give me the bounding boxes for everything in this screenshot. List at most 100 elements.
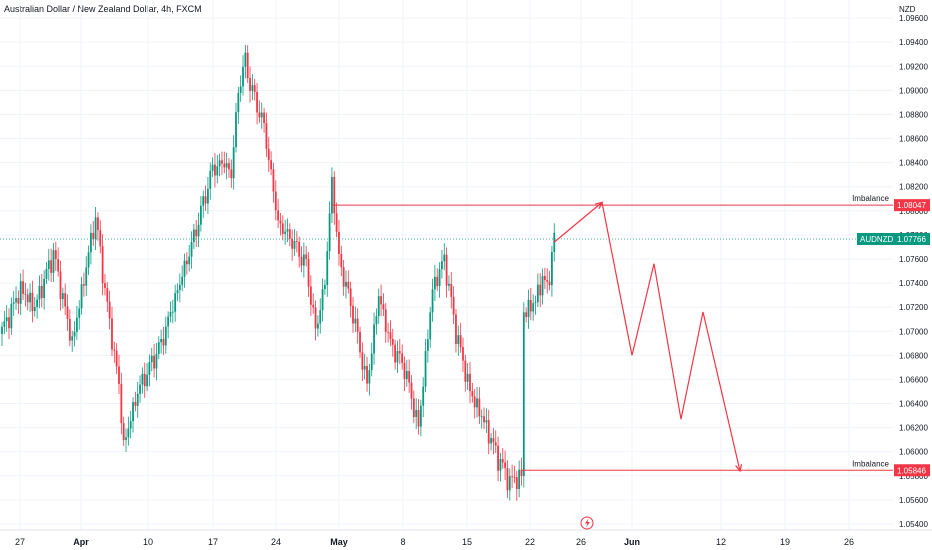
- candle-body: [349, 288, 352, 306]
- candle-body: [78, 308, 81, 318]
- price-axis[interactable]: NZD 1.09600 1.09400 1.09200 1.09000 1.08800 1…: [893, 0, 932, 530]
- candle-body: [15, 298, 17, 303]
- imbalance-badge: [894, 199, 930, 212]
- candle-body: [22, 281, 24, 294]
- candle-body: [522, 312, 525, 477]
- candle-body: [536, 284, 539, 303]
- candle-body: [249, 78, 251, 91]
- candle-body: [274, 191, 277, 211]
- projection-path[interactable]: [553, 201, 743, 473]
- candle-body: [466, 373, 469, 382]
- candle-body: [80, 284, 83, 309]
- price-tick-label: 1.06000: [899, 448, 928, 457]
- candle-body: [101, 246, 104, 284]
- candle-body: [448, 283, 450, 286]
- candle-body: [401, 353, 404, 363]
- candle-body: [541, 275, 544, 296]
- candle-body: [366, 365, 368, 384]
- candle-body: [216, 166, 219, 176]
- candle-body: [3, 321, 6, 327]
- time-axis[interactable]: 27 Apr 10 17 24 May 8 15 22 26 Jun 12 19 26: [0, 529, 932, 547]
- candle-body: [441, 261, 443, 270]
- candle-body: [221, 160, 223, 164]
- candle-body: [157, 342, 160, 354]
- candle-body: [171, 311, 174, 313]
- time-tick-label: Apr: [73, 537, 89, 547]
- candle-body: [525, 312, 528, 317]
- candle-body: [125, 437, 127, 440]
- price-tick-label: 1.05400: [899, 520, 928, 529]
- candle-body: [480, 416, 483, 418]
- candle-body: [218, 160, 221, 167]
- candle-body: [253, 85, 256, 92]
- candle-body: [228, 163, 230, 170]
- current-price-badge: [857, 232, 930, 245]
- candle-body: [405, 370, 408, 380]
- candle-body: [83, 284, 85, 286]
- imbalance-levels[interactable]: [0, 204, 893, 471]
- candle-body: [45, 268, 48, 279]
- candle-body: [445, 254, 448, 286]
- candle-body: [31, 292, 34, 312]
- lightning-icon[interactable]: [580, 516, 594, 530]
- candle-body: [92, 232, 95, 240]
- candle-body: [508, 476, 511, 491]
- candle-body: [333, 176, 336, 214]
- candle-body: [160, 339, 163, 343]
- time-tick-label: 8: [400, 537, 405, 547]
- price-tick-label: 1.09000: [899, 86, 928, 95]
- candle-body: [312, 304, 315, 308]
- candle-body: [298, 241, 301, 257]
- candle-body: [246, 52, 249, 79]
- candle-body: [68, 318, 71, 341]
- imbalance-label: Imbalance: [852, 194, 889, 203]
- imbalance-badge: [894, 464, 930, 477]
- candle-body: [429, 312, 432, 340]
- candle-body: [499, 459, 502, 471]
- candle-body: [85, 267, 88, 286]
- candle-body: [185, 260, 188, 265]
- time-tick-label: 22: [525, 537, 535, 547]
- candle-body: [150, 355, 153, 363]
- candle-body: [354, 318, 357, 324]
- price-labels: AUDNZD 1.07766 Imbalance 1.08047 Imbalance 1.…: [852, 194, 930, 477]
- time-tick-label: 24: [271, 537, 281, 547]
- candle-body: [551, 251, 553, 286]
- candle-body: [265, 123, 268, 149]
- candle-body: [120, 383, 123, 424]
- candle-body: [419, 405, 422, 427]
- candle-body: [340, 254, 343, 268]
- candle-body: [384, 309, 387, 332]
- candle-body: [326, 251, 329, 285]
- candle-body: [239, 86, 242, 94]
- candle-body: [335, 213, 338, 232]
- candle-body: [211, 164, 214, 171]
- candle-body: [331, 176, 333, 214]
- candle-body: [373, 324, 375, 354]
- time-tick-label: May: [330, 537, 348, 547]
- candle-body: [214, 164, 216, 176]
- candle-body: [295, 240, 298, 242]
- candle-body: [548, 281, 551, 286]
- candle-body: [209, 170, 212, 189]
- price-tick-label: 1.08200: [899, 183, 928, 192]
- price-tick-label: 1.05800: [899, 472, 928, 481]
- candle-body: [476, 398, 478, 408]
- candle-body: [380, 296, 382, 305]
- candle-body: [143, 373, 146, 387]
- projection-line: [553, 201, 741, 472]
- candle-body: [443, 254, 446, 262]
- candle-body: [487, 420, 490, 444]
- price-tick-label: 1.09400: [899, 38, 928, 47]
- candle-body: [382, 304, 385, 310]
- time-tick-label: 17: [208, 537, 218, 547]
- candle-body: [38, 285, 41, 300]
- candle-body: [319, 310, 322, 324]
- candle-body: [272, 169, 275, 192]
- current-price-value: 1.07766: [897, 235, 926, 244]
- candle-body: [288, 229, 291, 239]
- candle-body: [17, 298, 20, 304]
- price-tick-label: 1.06400: [899, 400, 928, 409]
- time-tick-label: 10: [143, 537, 153, 547]
